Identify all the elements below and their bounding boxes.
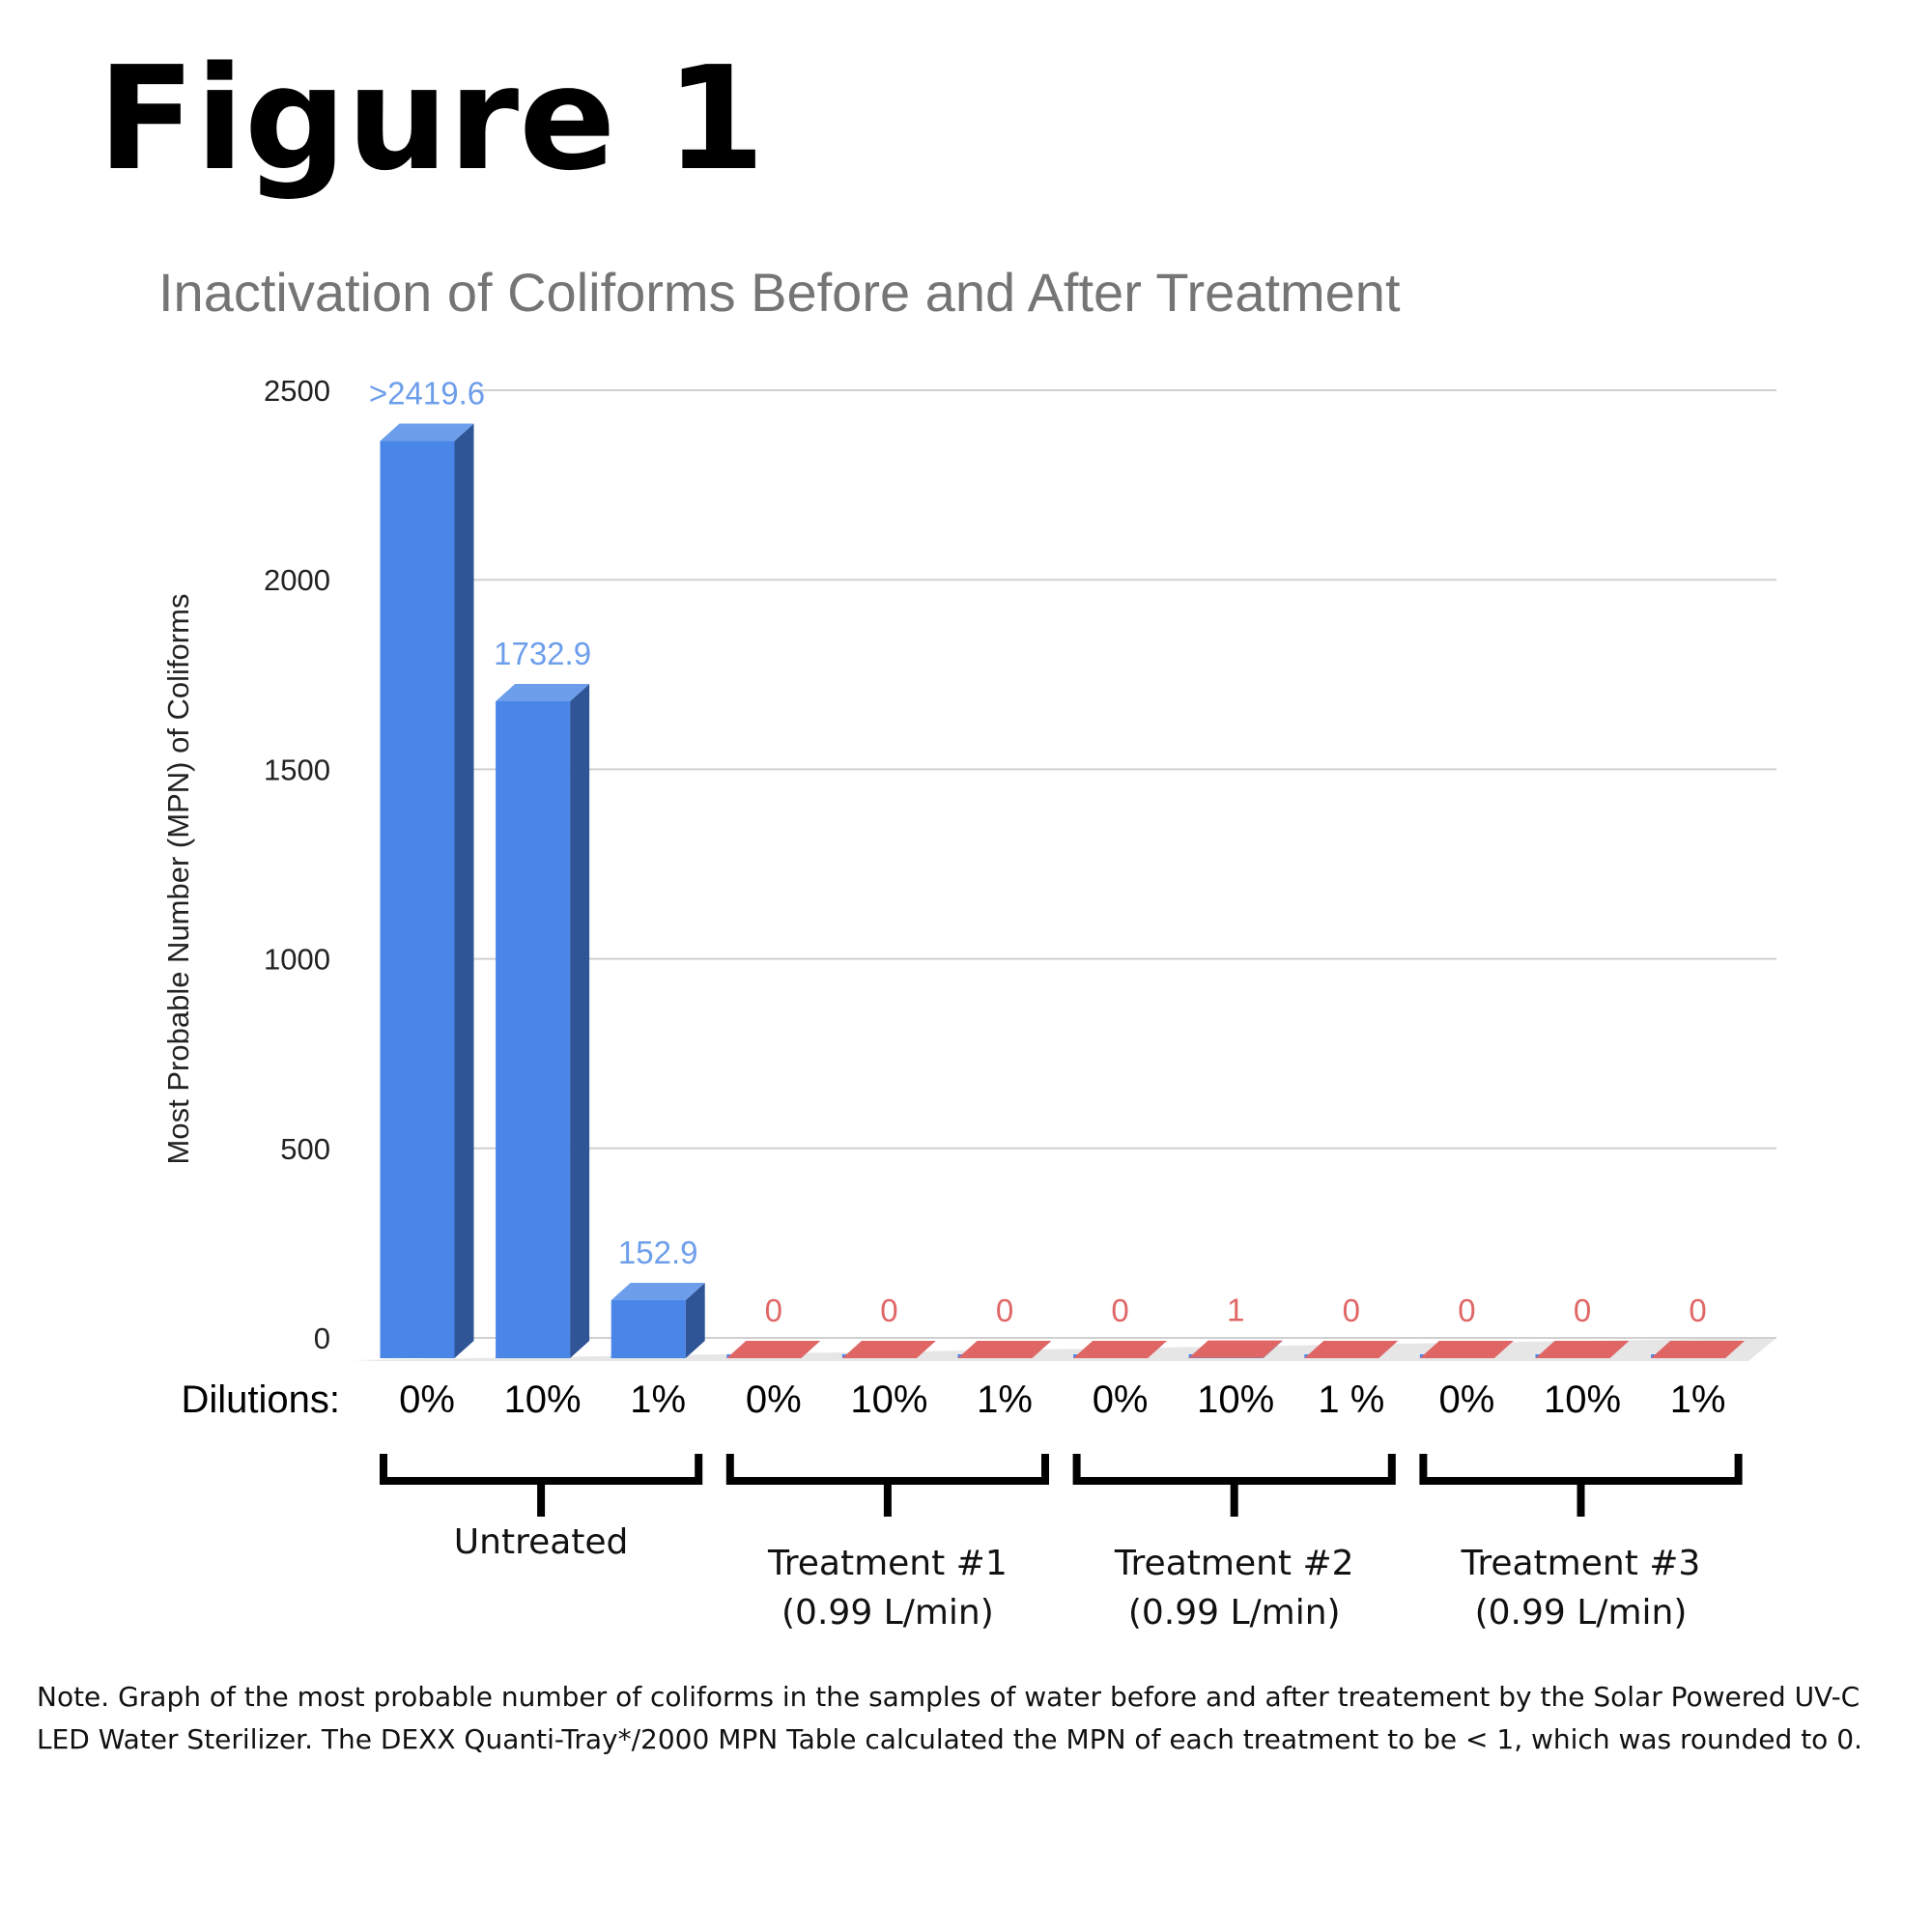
x-tick-label: 1%: [630, 1378, 686, 1421]
figure-title: Figure 1: [98, 36, 765, 202]
bar-side: [1263, 1340, 1283, 1358]
bar-top: [726, 1341, 821, 1358]
value-label: 0: [1689, 1293, 1706, 1328]
chart: Figure 1 Inactivation of Coliforms Befor…: [98, 36, 1776, 1633]
bar-top: [496, 684, 590, 702]
y-axis-label: Most Probable Number (MPN) of Coliforms: [161, 594, 195, 1165]
y-tick-label: 2500: [264, 374, 330, 408]
x-tick-label: 1 %: [1318, 1378, 1384, 1421]
group-label: Untreated: [454, 1522, 629, 1562]
y-tick-label: 1000: [264, 943, 330, 977]
bar-side: [685, 1283, 705, 1358]
group-bracket: [725, 1454, 1049, 1517]
y-tick-label: 2000: [264, 563, 330, 597]
bar-top: [1651, 1341, 1746, 1358]
group-label: Treatment #1: [767, 1544, 1008, 1583]
group-sublabel: (0.99 L/min): [781, 1593, 994, 1633]
value-label: 0: [1458, 1293, 1475, 1328]
x-tick-label: 10%: [1197, 1378, 1274, 1421]
y-tick-label: 0: [314, 1321, 330, 1355]
bar: [380, 440, 455, 1358]
bar-side: [454, 423, 474, 1358]
value-label: 0: [880, 1293, 897, 1328]
value-label: 0: [996, 1293, 1013, 1328]
group-bracket: [1072, 1454, 1396, 1517]
y-tick-label: 500: [280, 1132, 330, 1166]
group-label: Treatment #3: [1461, 1544, 1701, 1583]
bar-top: [380, 423, 474, 441]
value-label: 0: [1111, 1293, 1128, 1328]
bar-top: [1188, 1340, 1283, 1358]
group-bracket: [380, 1454, 703, 1517]
value-label: 1: [1227, 1293, 1244, 1328]
bar-top: [957, 1341, 1052, 1358]
bar-top: [1304, 1341, 1399, 1358]
bar-top: [1419, 1341, 1514, 1358]
value-label: 152.9: [618, 1235, 698, 1270]
x-tick-label: 1%: [977, 1378, 1033, 1421]
group-sublabel: (0.99 L/min): [1475, 1593, 1688, 1633]
group-bracket: [1419, 1454, 1743, 1517]
bar-base: [611, 1354, 686, 1358]
group-label: Treatment #2: [1114, 1544, 1354, 1583]
bar-base: [496, 1354, 571, 1358]
value-label: 0: [1343, 1293, 1360, 1328]
x-tick-label: 0%: [399, 1378, 455, 1421]
value-label: 0: [1574, 1293, 1591, 1328]
value-label: >2419.6: [369, 376, 485, 412]
bar-top: [611, 1283, 705, 1301]
x-tick-label: 10%: [1544, 1378, 1621, 1421]
x-tick-label: 0%: [746, 1378, 802, 1421]
bar-top: [1535, 1341, 1630, 1358]
bar-top: [841, 1341, 936, 1358]
bar: [611, 1300, 686, 1358]
x-axis-label: Dilutions:: [181, 1378, 340, 1421]
x-tick-label: 0%: [1438, 1378, 1494, 1421]
value-label: 0: [765, 1293, 782, 1328]
group-sublabel: (0.99 L/min): [1128, 1593, 1341, 1633]
bar-top: [1073, 1341, 1168, 1358]
bar: [496, 701, 571, 1358]
bar-side: [570, 684, 590, 1358]
value-label: 1732.9: [494, 636, 591, 671]
x-tick-label: 10%: [850, 1378, 927, 1421]
x-tick-label: 10%: [504, 1378, 582, 1421]
y-tick-label: 1500: [264, 753, 330, 786]
x-tick-label: 1%: [1670, 1378, 1726, 1421]
bar-base: [380, 1354, 455, 1358]
note: Note. Graph of the most probable number …: [37, 1681, 1862, 1755]
x-tick-label: 0%: [1093, 1378, 1149, 1421]
chart-title: Inactivation of Coliforms Before and Aft…: [158, 262, 1401, 323]
